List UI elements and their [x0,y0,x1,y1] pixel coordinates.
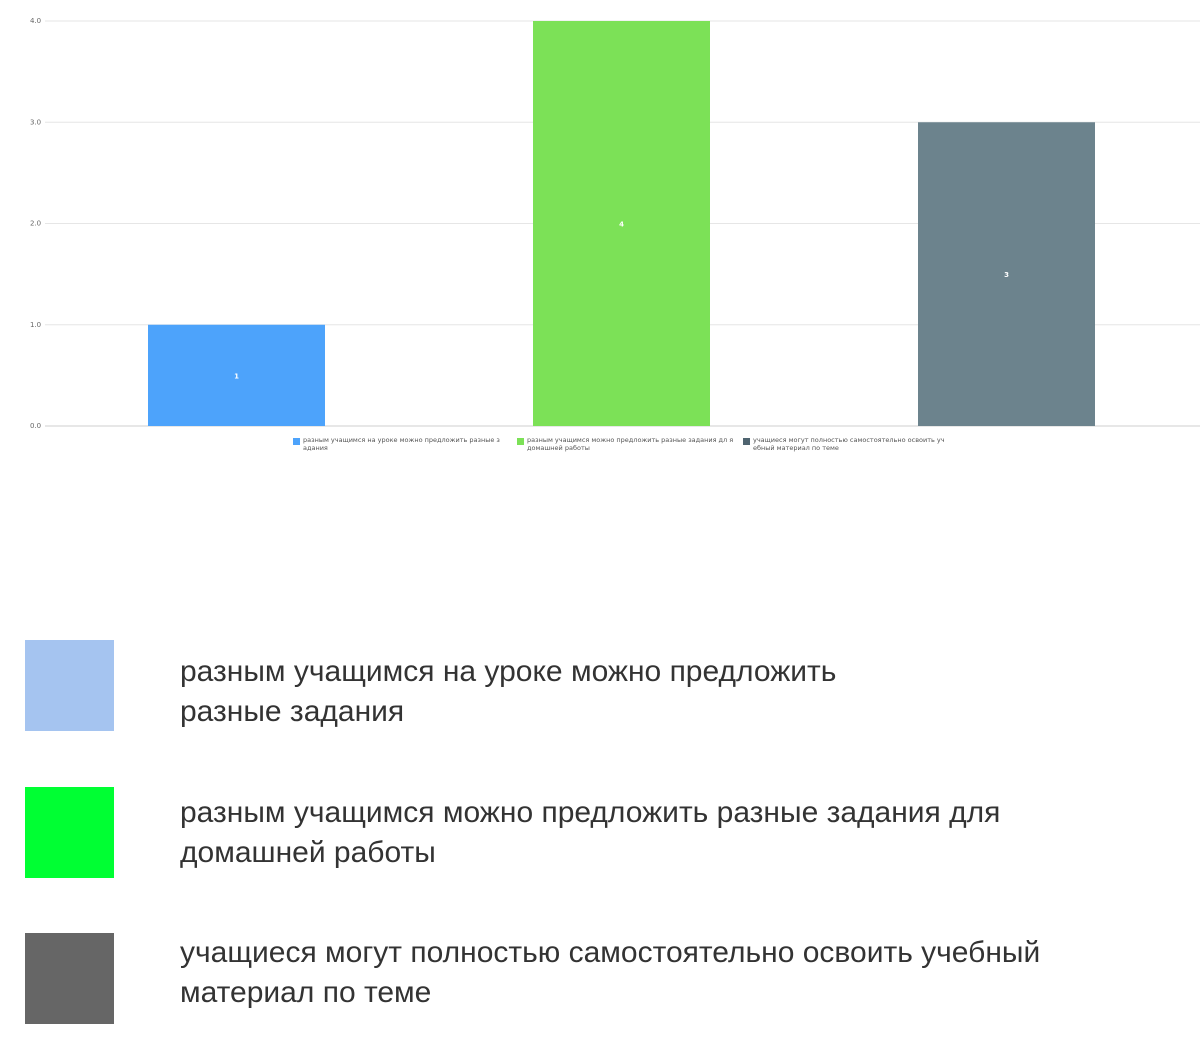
key-label-1-line-1: разным учащимся на уроке можно предложит… [180,655,837,688]
key-label-3: учащиеся могут полностью самостоятельно … [180,933,1180,1013]
key-label-2-line-1: разным учащимся можно предложить разные … [180,796,1001,829]
bar-2 [533,21,710,426]
legend-item-1: разным учащимся на уроке можно предложит… [293,436,513,452]
chart-legend: разным учащимся на уроке можно предложит… [293,436,973,461]
y-tick-label-0: 0.0 [30,422,41,430]
legend-item-2: разным учащимся можно предложить разные … [517,436,739,452]
key-label-3-line-1: учащиеся могут полностью самостоятельно … [180,936,1041,969]
legend-swatch-3 [743,438,750,445]
y-tick-label-2: 2.0 [30,220,41,228]
key-label-3-line-2: материал по теме [180,976,432,1009]
key-label-1-line-2: разные задания [180,695,405,728]
legend-item-3: учащиеся могут полностью самостоятельно … [743,436,963,452]
bar-1 [148,324,325,426]
key-swatch-1 [25,640,114,731]
key-swatch-3 [25,933,114,1024]
key-label-1: разным учащимся на уроке можно предложит… [180,652,1180,732]
legend-label-3: учащиеся могут полностью самостоятельно … [753,436,945,452]
bar-3 [918,122,1095,426]
legend-label-1: разным учащимся на уроке можно предложит… [303,436,500,452]
bar-chart: 0.0 1.0 2.0 3.0 4.0 1 4 3 [30,17,1200,430]
key-label-2-line-2: домашней работы [180,836,436,869]
y-tick-label-1: 1.0 [30,321,41,329]
legend-label-2: разным учащимся можно предложить разные … [527,436,734,452]
key-swatch-2 [25,787,114,878]
legend-swatch-1 [293,438,300,445]
y-tick-label-3: 3.0 [30,118,41,126]
bar-value-label-2: 4 [619,221,624,229]
legend-swatch-2 [517,438,524,445]
bar-value-label-1: 1 [234,372,239,380]
bar-value-label-3: 3 [1004,271,1009,279]
key-label-2: разным учащимся можно предложить разные … [180,793,1180,873]
y-tick-label-4: 4.0 [30,17,41,25]
